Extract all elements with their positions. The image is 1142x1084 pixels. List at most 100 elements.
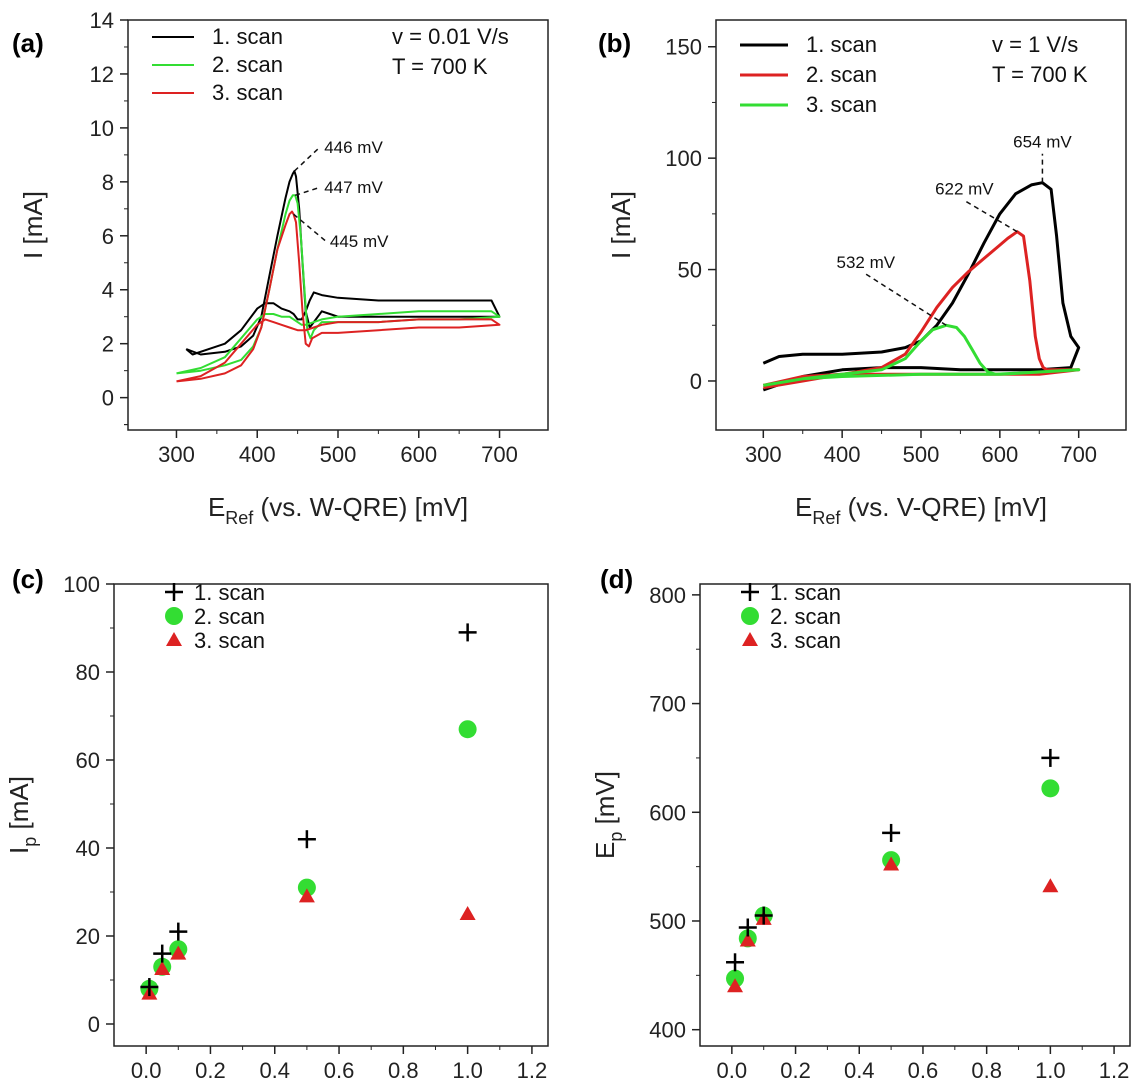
marker-triangle	[727, 978, 744, 993]
panel-label: (d)	[600, 564, 633, 594]
y-tick-label: 6	[102, 224, 114, 249]
marker-plus	[153, 944, 172, 963]
marker-circle	[458, 720, 477, 739]
y-tick-label: 12	[90, 62, 114, 87]
plot-frame	[127, 19, 549, 431]
x-axis-label: ERef (vs. W-QRE) [mV]	[208, 492, 468, 528]
panel-2: (b) 300 400 500 600 700 0 50 100 150 ERef (vs. V-Q…	[598, 19, 1127, 528]
legend-label: 2. scan	[212, 52, 283, 77]
marker-circle	[1041, 779, 1060, 798]
x-tick-label: 0.2	[195, 1058, 226, 1083]
annotation-label: 447 mV	[324, 178, 383, 197]
x-axis-label-rest: (vs. V-QRE) [mV]	[840, 492, 1047, 522]
y-tick-label: 600	[649, 800, 686, 825]
marker-triangle	[739, 932, 756, 947]
x-axis-label: ERef (vs. V-QRE) [mV]	[795, 492, 1047, 528]
x-tick-label: 600	[400, 442, 437, 467]
x-tick-label: 0.4	[844, 1058, 875, 1083]
marker-plus	[754, 906, 773, 925]
x-tick-label: 300	[158, 442, 195, 467]
marker-circle	[297, 878, 316, 897]
panel-label: (b)	[598, 28, 631, 58]
x-tick-label: 1.0	[1035, 1058, 1066, 1083]
x-tick-label: 0.6	[324, 1058, 355, 1083]
x-tick-label: 0.2	[780, 1058, 811, 1083]
x-tick-label: 700	[481, 442, 518, 467]
legend-marker-triangle	[742, 632, 758, 646]
x-tick-label: 300	[745, 442, 782, 467]
annotation-label: 532 mV	[837, 253, 896, 272]
y-tick-label: 50	[678, 258, 702, 283]
y-axis-label-main: I	[4, 847, 34, 854]
x-tick-label: 700	[1060, 442, 1097, 467]
y-tick-label: 100	[63, 572, 100, 597]
marker-plus	[169, 922, 188, 941]
y-tick-label: 0	[102, 386, 114, 411]
y-axis-label-sub: p	[20, 837, 40, 847]
marker-plus	[297, 830, 316, 849]
legend-label: 1. scan	[194, 580, 265, 605]
annotation-leader	[293, 213, 327, 242]
marker-plus	[1041, 748, 1060, 767]
panel-4: (d)0.00.20.40.60.81.01.2400500600700800v…	[590, 564, 1131, 1083]
y-tick-label: 40	[76, 836, 100, 861]
x-axis-label-main: E	[795, 492, 812, 522]
legend-marker-triangle	[166, 632, 182, 646]
condition-text: T = 700 K	[392, 54, 488, 79]
y-tick-label: 0	[88, 1012, 100, 1037]
legend-label: 2. scan	[194, 604, 265, 629]
marker-triangle	[459, 906, 476, 920]
y-tick-label: 8	[102, 170, 114, 195]
legend-marker-plus	[741, 583, 759, 601]
series-line-1	[762, 181, 1081, 392]
condition-text: v = 0.01 V/s	[392, 24, 509, 49]
annotation-leader	[293, 146, 321, 172]
legend-label: 1. scan	[212, 24, 283, 49]
x-tick-label: 1.2	[1099, 1058, 1130, 1083]
y-tick-label: 0	[690, 369, 702, 394]
legend-label: 3. scan	[770, 628, 841, 653]
y-axis-label: Ip [mA]	[4, 776, 40, 854]
y-axis-label-main: E	[590, 842, 620, 859]
y-tick-label: 60	[76, 748, 100, 773]
legend-label: 2. scan	[770, 604, 841, 629]
series-line-2	[176, 194, 501, 375]
marker-triangle	[883, 856, 900, 871]
x-axis-label-main: E	[208, 492, 225, 522]
x-axis-label-sub: Ref	[225, 508, 254, 528]
x-tick-label: 1.0	[452, 1058, 483, 1083]
y-tick-label: 700	[649, 692, 686, 717]
marker-plus	[738, 918, 757, 937]
panel-label: (a)	[12, 28, 44, 58]
x-tick-label: 0.8	[971, 1058, 1002, 1083]
y-axis-label-rest: [mA]	[4, 776, 34, 837]
x-tick-label: 500	[320, 442, 357, 467]
y-tick-label: 500	[649, 909, 686, 934]
annotation-leader	[865, 273, 947, 326]
legend-label: 3. scan	[212, 80, 283, 105]
y-tick-label: 14	[90, 8, 114, 33]
y-tick-label: 10	[90, 116, 114, 141]
y-tick-label: 100	[665, 146, 702, 171]
annotation-leader	[294, 186, 321, 197]
x-tick-label: 400	[824, 442, 861, 467]
marker-triangle	[1042, 878, 1059, 893]
panel-1: (a) 300 400 500 600 700 0 2 4 6 8 10 12 14 ERef (vs. W…	[12, 8, 549, 528]
plot-frame	[699, 583, 1131, 1047]
marker-plus	[140, 978, 159, 997]
x-tick-label: 0.6	[908, 1058, 939, 1083]
y-axis-label: I [mA]	[606, 191, 636, 259]
y-tick-label: 800	[649, 583, 686, 608]
legend-label: 1. scan	[770, 580, 841, 605]
panel-label: (c)	[12, 564, 44, 594]
series-line-3	[176, 210, 501, 383]
legend-label: 3. scan	[194, 628, 265, 653]
y-tick-label: 2	[102, 332, 114, 357]
annotation-label: 622 mV	[935, 179, 994, 198]
marker-triangle	[298, 888, 315, 903]
annotation-label: 654 mV	[1013, 133, 1072, 152]
legend-label: 1. scan	[806, 32, 877, 57]
marker-plus	[882, 823, 901, 842]
